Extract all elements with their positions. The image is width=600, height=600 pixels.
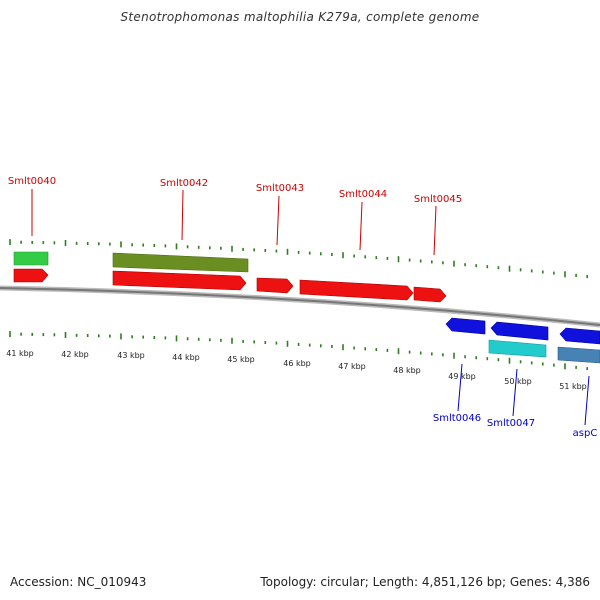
gene-label-smlt0047[interactable]: Smlt0047: [487, 418, 535, 429]
gene-arrow-smlt0046[interactable]: [445, 317, 486, 335]
kbp-label-47: 47 kbp: [338, 362, 366, 371]
genome-backbone-edge: [0, 287, 600, 326]
gene-feature-olive[interactable]: [112, 252, 249, 273]
gene-arrow-smlt0044[interactable]: [299, 279, 414, 301]
gene-arrow-smlt0045[interactable]: [413, 286, 447, 303]
pointer-line-aspc: [584, 375, 590, 426]
gene-feature-steel[interactable]: [557, 346, 600, 364]
upper-tick-track: [9, 239, 589, 279]
pointer-line-smlt0042: [181, 189, 184, 241]
gene-label-smlt0044[interactable]: Smlt0044: [339, 189, 387, 200]
gene-label-aspc[interactable]: aspC: [573, 428, 598, 439]
genome-title: Stenotrophomonas maltophilia K279a, comp…: [120, 10, 480, 24]
gene-feature-cyan[interactable]: [488, 339, 547, 358]
kbp-label-45: 45 kbp: [227, 355, 255, 364]
pointer-line-smlt0043: [276, 195, 280, 246]
kbp-label-49: 49 kbp: [448, 372, 476, 381]
kbp-label-41: 41 kbp: [6, 349, 34, 358]
pointer-line-smlt0047: [512, 368, 518, 417]
gene-label-smlt0043[interactable]: Smlt0043: [256, 183, 304, 194]
kbp-label-50: 50 kbp: [504, 377, 532, 386]
kbp-label-51: 51 kbp: [559, 382, 587, 391]
lower-tick-track: [9, 331, 589, 371]
gene-label-smlt0040[interactable]: Smlt0040: [8, 176, 56, 187]
gene-label-smlt0046[interactable]: Smlt0046: [433, 413, 481, 424]
kbp-label-48: 48 kbp: [393, 366, 421, 375]
gene-label-smlt0045[interactable]: Smlt0045: [414, 194, 462, 205]
kbp-label-44: 44 kbp: [172, 353, 200, 362]
kbp-label-43: 43 kbp: [117, 351, 145, 360]
pointer-line-smlt0044: [359, 201, 363, 251]
pointer-line-smlt0046: [457, 363, 463, 412]
gene-arrow-aspc[interactable]: [559, 327, 600, 345]
gene-arrow-smlt0047[interactable]: [490, 321, 549, 341]
kbp-label-42: 42 kbp: [61, 350, 89, 359]
gene-label-smlt0042[interactable]: Smlt0042: [160, 178, 208, 189]
accession-text: Accession: NC_010943: [10, 575, 147, 589]
gene-arrow-smlt0042[interactable]: [112, 270, 247, 291]
gene-feature-green[interactable]: [13, 251, 49, 266]
gene-arrow-smlt0043[interactable]: [256, 277, 294, 294]
kbp-label-46: 46 kbp: [283, 359, 311, 368]
gene-arrow-smlt0040[interactable]: [13, 268, 49, 283]
pointer-line-smlt0045: [433, 205, 437, 256]
topology-text: Topology: circular; Length: 4,851,126 bp…: [260, 575, 590, 589]
